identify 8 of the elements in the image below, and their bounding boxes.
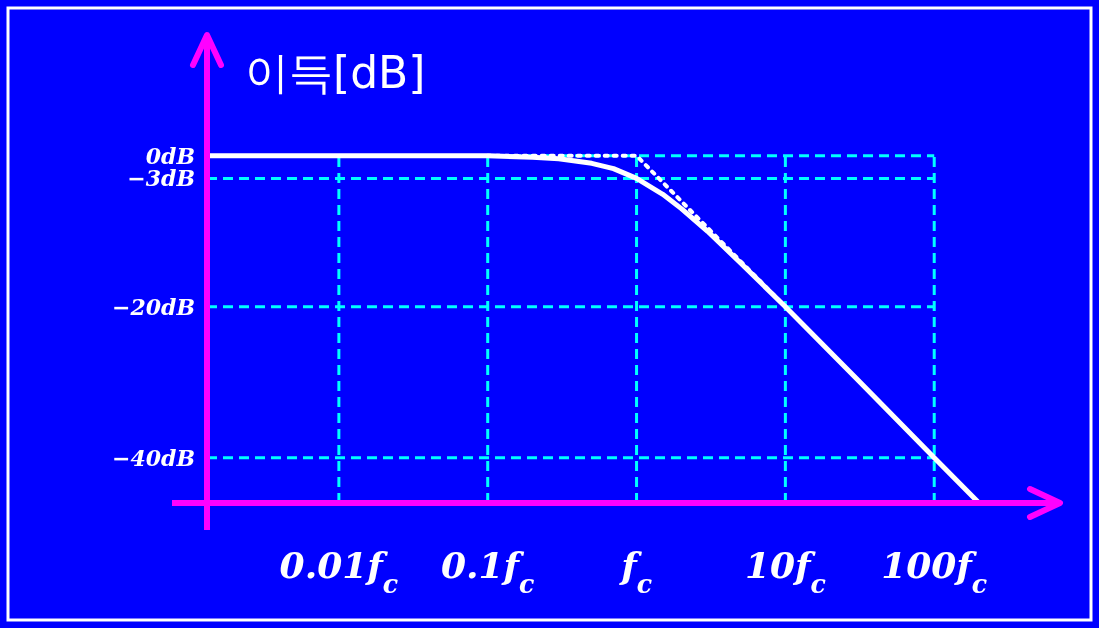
y-tick-label: −40dB [111,444,195,471]
x-tick-label: 100f$_{c}$ [881,544,988,599]
x-tick-label: 0.1f$_{c}$ [440,544,535,599]
x-tick-label: 10f$_{c}$ [744,544,826,599]
y-tick-label: −20dB [111,293,195,320]
x-tick-label: 0.01f$_{c}$ [279,544,399,599]
x-tick-label: f$_{c}$ [618,544,652,599]
y-axis-title: 이득[dB] [245,47,426,98]
